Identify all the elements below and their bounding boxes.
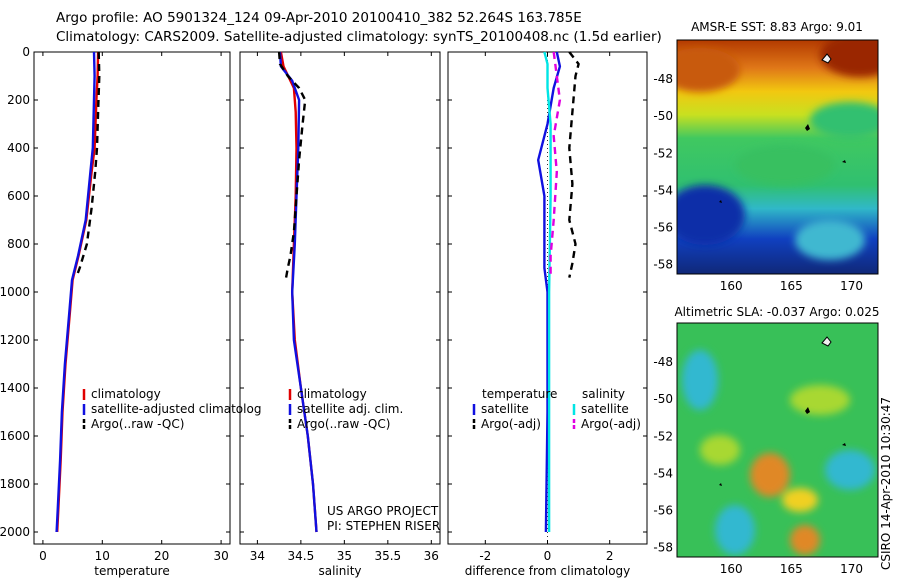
pi-credit: PI: STEPHEN RISER bbox=[327, 519, 440, 533]
temperature-series-2 bbox=[55, 51, 96, 533]
salinity-xtick-label: 35 bbox=[337, 549, 352, 563]
sla-map-frame bbox=[676, 322, 879, 558]
salinity-xlabel: salinity bbox=[318, 564, 361, 578]
sla_map-ytick-label: -50 bbox=[653, 392, 673, 406]
sla_map-ytick-label: -52 bbox=[653, 429, 673, 443]
diff-legend-title: salinity bbox=[582, 387, 625, 401]
sla_map-ytick-label: -56 bbox=[653, 504, 673, 518]
temperature-legend-label: climatology bbox=[91, 387, 161, 401]
diff-legend-label: satellite bbox=[581, 402, 629, 416]
diff-legend-title: temperature bbox=[482, 387, 557, 401]
sst-map-title: AMSR-E SST: 8.83 Argo: 9.01 bbox=[691, 20, 863, 34]
sla-map bbox=[677, 323, 878, 557]
sla_map-ytick-label: -58 bbox=[653, 541, 673, 555]
difference-series-2 bbox=[568, 51, 580, 278]
temperature-series-3 bbox=[75, 51, 101, 279]
salinity-legend-label: climatology bbox=[297, 387, 367, 401]
diff-legend-label: Argo(-adj) bbox=[481, 417, 541, 431]
sst_map-ytick-label: -52 bbox=[653, 146, 673, 160]
salinity-xtick-label: 36 bbox=[424, 549, 439, 563]
salinity-legend-label: satellite adj. clim. bbox=[297, 402, 403, 416]
sst_map-ytick-label: -56 bbox=[653, 221, 673, 235]
sla-map-title: Altimetric SLA: -0.037 Argo: 0.025 bbox=[674, 305, 879, 319]
difference-series-4 bbox=[549, 51, 562, 278]
figure-title-line2: Climatology: CARS2009. Satellite-adjuste… bbox=[56, 29, 662, 45]
sst_map-xtick-label: 170 bbox=[840, 279, 863, 293]
depth-tick-label: 400 bbox=[7, 141, 30, 155]
difference-series-1 bbox=[537, 51, 562, 533]
salinity-plot-area bbox=[239, 51, 441, 545]
sst_map-ytick-label: -58 bbox=[653, 258, 673, 272]
sst_map-ytick-label: -54 bbox=[653, 183, 673, 197]
depth-tick-label: 1000 bbox=[0, 285, 30, 299]
sst_map-xtick-label: 160 bbox=[720, 279, 743, 293]
sst-map-frame bbox=[676, 39, 879, 275]
sla_map-ytick-label: -48 bbox=[653, 355, 673, 369]
difference-xlabel: difference from climatology bbox=[465, 564, 631, 578]
sst-map bbox=[677, 40, 878, 274]
sla_map-xtick-label: 160 bbox=[720, 562, 743, 576]
salinity-series-2 bbox=[278, 51, 318, 533]
salinity-xtick-label: 35.5 bbox=[374, 549, 401, 563]
sla_map-ytick-label: -54 bbox=[653, 466, 673, 480]
difference-xtick-label: 0 bbox=[544, 549, 552, 563]
temperature-legend-label: satellite-adjusted climatolog bbox=[91, 402, 261, 416]
temperature-plot-area bbox=[33, 51, 231, 545]
temperature-xtick-label: 10 bbox=[95, 549, 110, 563]
difference-xtick-label: 2 bbox=[606, 549, 614, 563]
depth-tick-label: 1600 bbox=[0, 429, 30, 443]
sla_map-xtick-label: 165 bbox=[780, 562, 803, 576]
sla_map-xtick-label: 170 bbox=[840, 562, 863, 576]
temperature-legend-label: Argo(..raw -QC) bbox=[91, 417, 184, 431]
difference-xtick-label: -2 bbox=[479, 549, 491, 563]
depth-tick-label: 1800 bbox=[0, 477, 30, 491]
depth-tick-label: 600 bbox=[7, 189, 30, 203]
sst_map-ytick-label: -50 bbox=[653, 109, 673, 123]
project-credit: US ARGO PROJECT bbox=[327, 504, 439, 518]
sst_map-ytick-label: -48 bbox=[653, 72, 673, 86]
diff-legend-label: satellite bbox=[481, 402, 529, 416]
temperature-xtick-label: 20 bbox=[154, 549, 169, 563]
salinity-series-3 bbox=[277, 51, 307, 278]
depth-tick-label: 1200 bbox=[0, 333, 30, 347]
diff-legend-label: Argo(-adj) bbox=[581, 417, 641, 431]
temperature-xtick-label: 0 bbox=[39, 549, 47, 563]
salinity-xtick-label: 34 bbox=[250, 549, 265, 563]
sst_map-xtick-label: 165 bbox=[780, 279, 803, 293]
depth-tick-label: 0 bbox=[22, 45, 30, 59]
depth-tick-label: 200 bbox=[7, 93, 30, 107]
depth-tick-label: 1400 bbox=[0, 381, 30, 395]
difference-series-3 bbox=[543, 51, 552, 532]
timestamp-credit: CSIRO 14-Apr-2010 10:30:47 bbox=[879, 397, 893, 570]
depth-tick-label: 800 bbox=[7, 237, 30, 251]
figure-title-line1: Argo profile: AO 5901324_124 09-Apr-2010… bbox=[56, 10, 582, 26]
salinity-legend-label: Argo(..raw -QC) bbox=[297, 417, 390, 431]
temperature-xlabel: temperature bbox=[94, 564, 169, 578]
depth-tick-label: 2000 bbox=[0, 525, 30, 539]
temperature-xtick-label: 30 bbox=[213, 549, 228, 563]
salinity-xtick-label: 34.5 bbox=[288, 549, 315, 563]
